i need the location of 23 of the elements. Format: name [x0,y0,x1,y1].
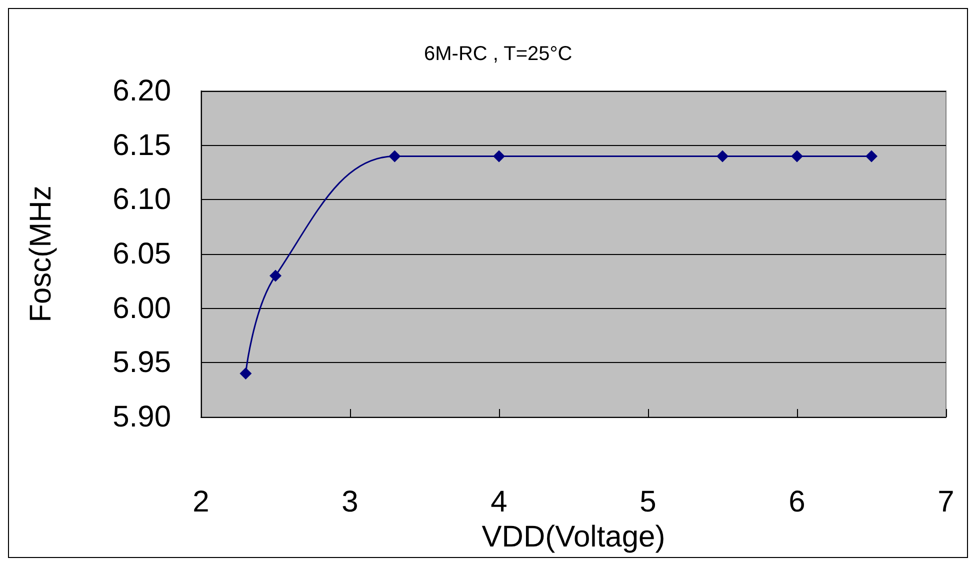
y-axis-title: Fosc(MHz [24,186,58,322]
y-tick-label: 6.00 [112,292,171,325]
y-tick-label: 6.10 [112,183,171,216]
y-tick-label: 6.05 [112,238,171,270]
y-tick-label: 6.15 [112,128,171,162]
chart-title: 6M-RC , T=25°C [424,43,572,65]
y-tick-label: 5.95 [112,346,171,380]
x-tick-label: 5 [640,486,656,518]
point [866,150,878,162]
x-tick-label: 3 [342,486,358,518]
point [791,150,803,162]
x-tick-label: 6 [788,486,806,518]
point [716,150,728,162]
y-tick-label: 5.90 [112,400,171,434]
point [240,368,252,380]
x-tick-label: 7 [938,486,954,518]
point [270,270,282,282]
y-tick-label: 6.20 [112,74,171,108]
x-axis-title: VDD(Voltage) [482,520,666,554]
x-tick-label: 2 [192,486,210,518]
point [388,150,401,162]
x-tick-label: 4 [490,486,508,518]
point [493,150,505,162]
